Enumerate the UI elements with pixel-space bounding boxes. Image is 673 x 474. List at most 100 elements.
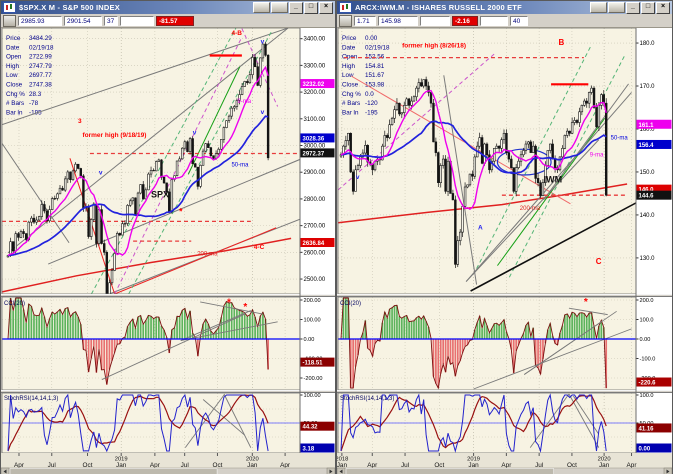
quote-field[interactable]: 40 [510, 15, 528, 26]
svg-text:2636.84: 2636.84 [303, 241, 325, 247]
svg-text:2020: 2020 [246, 457, 259, 463]
svg-text:v: v [99, 169, 103, 176]
quote-field[interactable]: 2985.93 [18, 15, 62, 26]
svg-text:Bar ln: Bar ln [342, 109, 359, 116]
svg-text:Jan: Jan [247, 462, 258, 469]
scrollbar-thumb[interactable] [9, 468, 218, 474]
svg-text:*: * [179, 206, 183, 216]
spx-chart-svg[interactable]: Price 3484.29 Date 02/19/18 Open 2722.99 High 2… [0, 27, 336, 474]
svg-text:3200.00: 3200.00 [304, 90, 326, 96]
svg-text:Open: Open [6, 54, 22, 61]
svg-text:2800.00: 2800.00 [304, 197, 326, 203]
spx-chart-area[interactable]: Price 3484.29 Date 02/19/18 Open 2722.99 High 2… [0, 27, 336, 474]
quote-field[interactable]: 37 [104, 15, 118, 26]
maximize-button[interactable]: □ [641, 1, 655, 14]
svg-text:Jan: Jan [337, 462, 347, 469]
svg-text:2500.00: 2500.00 [304, 277, 326, 283]
svg-text:v: v [193, 129, 197, 136]
svg-text:3300.00: 3300.00 [304, 63, 326, 69]
close-button[interactable]: × [656, 1, 670, 14]
svg-text:100.0: 100.0 [640, 318, 654, 324]
titlebar-tool-button[interactable] [271, 2, 288, 13]
titlebar-tool-button[interactable] [253, 2, 270, 13]
svg-text:170.0: 170.0 [640, 84, 656, 90]
titlebar[interactable]: $SPX.X M - S&P 500 INDEX _ □ × [1, 1, 335, 14]
svg-text:*: * [227, 298, 231, 309]
svg-text:-78: -78 [29, 100, 39, 107]
toolbar-icon-button[interactable] [339, 14, 352, 27]
quote-toolbar: 1.71 145.98 -2.16 40 [337, 14, 672, 28]
svg-text:Chg %: Chg % [342, 91, 361, 98]
svg-text:IWM: IWM [544, 174, 563, 184]
quote-field[interactable]: 145.98 [378, 15, 418, 26]
maximize-button[interactable]: □ [304, 1, 318, 14]
quote-field[interactable] [120, 15, 154, 26]
svg-text:Low: Low [342, 72, 354, 79]
svg-text:4-B: 4-B [231, 30, 242, 37]
toolbar-icon-button[interactable] [3, 14, 16, 27]
scrollbar-thumb[interactable] [345, 468, 554, 474]
svg-text:-200.00: -200.00 [304, 376, 323, 382]
svg-text:Jul: Jul [48, 462, 56, 469]
titlebar-tool-button[interactable] [590, 2, 607, 13]
svg-text:0.0: 0.0 [365, 91, 374, 98]
svg-text:3: 3 [78, 118, 82, 125]
svg-text:2600.00: 2600.00 [304, 250, 326, 256]
svg-text:v: v [356, 174, 360, 181]
quote-field[interactable] [480, 15, 508, 26]
moving-averages [7, 65, 269, 257]
cci-panel-series [340, 297, 632, 390]
iwm-chart-svg[interactable]: Price0.00Date02/19/18Open152.56High154.8… [335, 27, 673, 474]
svg-text:3000.00: 3000.00 [304, 144, 326, 150]
svg-text:Price: Price [342, 35, 357, 42]
svg-text:CCI(20): CCI(20) [4, 301, 25, 307]
text-annotations: former high (8/26/18) B C IWM 9-ma 50-ma 200-m… [356, 38, 628, 266]
trendline-annotations [338, 44, 636, 292]
svg-text:Apr: Apr [150, 462, 161, 469]
svg-text:2019: 2019 [115, 457, 128, 463]
svg-text:Jan: Jan [599, 462, 610, 469]
svg-text:StochRSI(14,14,1,3): StochRSI(14,14,1,3) [340, 396, 394, 402]
titlebar[interactable]: ARCX:IWM.M - ISHARES RUSSELL 2000 ETF _ … [337, 1, 672, 14]
svg-text:SPX: SPX [151, 190, 169, 200]
quote-field[interactable] [420, 15, 450, 26]
svg-text:Jul: Jul [535, 462, 543, 469]
quote-toolbar: 2985.93 2901.54 37 -81.57 [1, 14, 335, 28]
chart-icon [3, 2, 16, 13]
svg-text:2018: 2018 [337, 457, 348, 463]
svg-text:3400.00: 3400.00 [304, 37, 326, 43]
svg-text:3028.36: 3028.36 [303, 136, 325, 142]
quote-field[interactable]: 2901.54 [64, 15, 102, 26]
svg-text:161.1: 161.1 [639, 123, 655, 129]
svg-text:160.0: 160.0 [640, 127, 656, 133]
svg-text:0.00: 0.00 [639, 447, 651, 453]
svg-text:9-ma: 9-ma [237, 99, 251, 105]
iwm-chart-area[interactable]: Price0.00Date02/19/18Open152.56High154.8… [335, 27, 673, 474]
quote-field[interactable]: 1.71 [354, 15, 376, 26]
svg-text:v: v [261, 109, 265, 116]
svg-text:2020: 2020 [598, 457, 611, 463]
svg-text:Open: Open [342, 54, 358, 61]
svg-text:*: * [243, 302, 247, 313]
minimize-button[interactable]: _ [626, 1, 640, 14]
titlebar-tool-button[interactable] [608, 2, 625, 13]
candlestick-series [339, 76, 608, 269]
svg-text:3232.02: 3232.02 [303, 82, 325, 88]
svg-text:2747.79: 2747.79 [29, 63, 52, 70]
change-value-field[interactable]: -2.16 [452, 15, 478, 26]
svg-text:156.4: 156.4 [639, 143, 655, 149]
svg-text:144.6: 144.6 [639, 194, 655, 200]
svg-text:# Bars: # Bars [6, 100, 24, 107]
svg-text:former high (9/18/19): former high (9/18/19) [82, 132, 146, 139]
change-value-field[interactable]: -81.57 [156, 15, 194, 26]
minimize-button[interactable]: _ [289, 1, 303, 14]
svg-text:Apr: Apr [627, 462, 638, 469]
close-button[interactable]: × [319, 1, 333, 14]
svg-text:v: v [261, 38, 265, 45]
svg-text:Apr: Apr [367, 462, 378, 469]
svg-text:140.0: 140.0 [640, 213, 656, 219]
svg-text:former high (8/26/18): former high (8/26/18) [402, 42, 466, 49]
svg-text:-118.51: -118.51 [303, 361, 324, 367]
